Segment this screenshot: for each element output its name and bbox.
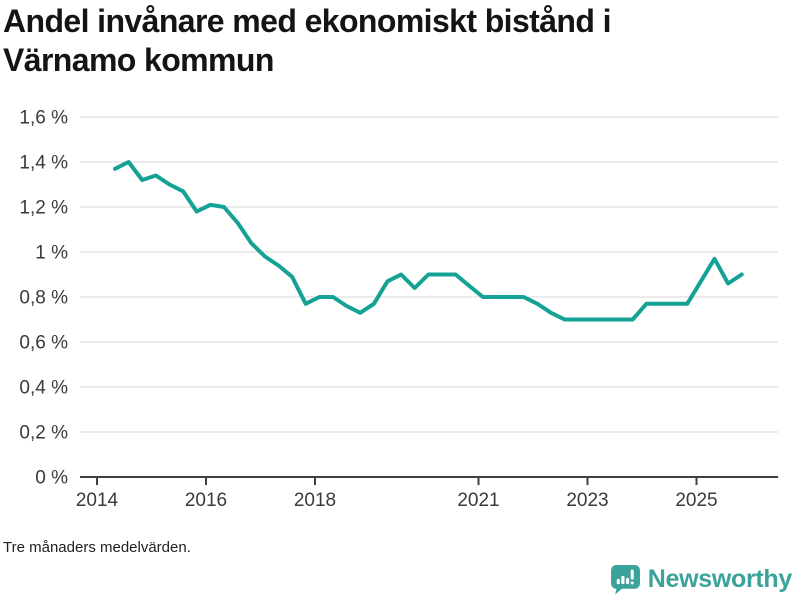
y-axis-tick-label: 0,6 % [19,333,68,354]
newsworthy-branding-link[interactable]: Newsworthy [610,564,792,595]
y-axis-tick-label: 1 % [35,243,68,264]
y-axis-tick-label: 0,8 % [19,288,68,309]
y-axis-tick-label: 1,6 % [19,108,68,129]
data-line-series [113,160,744,322]
y-axis-tick-label: 0 % [35,468,68,489]
line-chart: 0 % 0,2 % 0,4 % 0,6 % 0,8 % 1 % 1,2 % 1,4 % 1,6 … [19,108,778,511]
x-axis-tick-label: 2025 [675,490,717,511]
x-axis-tick-label: 2023 [566,490,608,511]
x-axis-tick-label: 2021 [457,490,499,511]
x-axis-tick-label: 2018 [294,490,336,511]
x-axis-tick-label: 2016 [185,490,227,511]
y-axis-tick-label: 0,4 % [19,378,68,399]
y-axis-tick-label: 1,4 % [19,153,68,174]
y-axis-tick-label: 1,2 % [19,198,68,219]
chart-title-line2: Värnamo kommun [3,42,274,79]
newsworthy-logo-icon [610,564,641,595]
y-axis-tick-label: 0,2 % [19,423,68,444]
chart-title-line1: Andel invånare med ekonomiskt bistånd i [3,3,611,39]
x-axis-tick-label: 2014 [76,490,119,511]
chart-footnote: Tre månaders medelvärden. [3,539,191,556]
newsworthy-wordmark: Newsworthy [647,565,793,593]
